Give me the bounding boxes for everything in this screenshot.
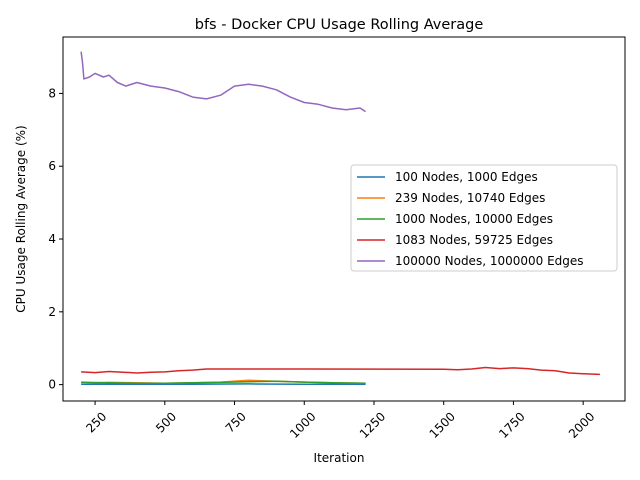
y-axis: 0 2 4 6 8 bbox=[48, 86, 63, 392]
x-tick-label: 1000 bbox=[287, 409, 318, 440]
x-tick-label: 2000 bbox=[566, 409, 597, 440]
x-tick-label: 250 bbox=[83, 409, 109, 435]
series-line-100000-nodes-1000000-edges bbox=[80, 51, 367, 113]
x-axis: 250 500 750 1000 1250 1500 1750 2000 bbox=[83, 401, 598, 441]
plot-frame bbox=[62, 36, 626, 402]
y-tick-label: 4 bbox=[48, 232, 56, 246]
x-tick-label: 750 bbox=[223, 409, 249, 435]
legend-label-1083-nodes-59725-edges: 1083 Nodes, 59725 Edges bbox=[395, 233, 553, 247]
legend-label-239-nodes-10740-edges: 239 Nodes, 10740 Edges bbox=[395, 191, 545, 205]
x-tick-label: 1500 bbox=[427, 409, 458, 440]
legend-box bbox=[350, 164, 618, 272]
legend-label-1000-nodes-10000-edges: 1000 Nodes, 10000 Edges bbox=[395, 212, 553, 226]
series-line-1000-nodes-10000-edges bbox=[81, 380, 366, 384]
x-tick-label: 1250 bbox=[357, 409, 388, 440]
y-tick-label: 8 bbox=[48, 86, 56, 100]
series-line-1083-nodes-59725-edges bbox=[81, 366, 600, 376]
y-tick-label: 2 bbox=[48, 305, 56, 319]
chart-title: bfs - Docker CPU Usage Rolling Average bbox=[195, 17, 484, 33]
legend-label-100-nodes-1000-edges: 100 Nodes, 1000 Edges bbox=[395, 170, 538, 184]
plot-lines bbox=[80, 51, 600, 386]
y-tick-label: 0 bbox=[48, 378, 56, 392]
y-tick-label: 6 bbox=[48, 159, 56, 173]
x-tick-label: 500 bbox=[153, 409, 179, 435]
legend: 100 Nodes, 1000 Edges 239 Nodes, 10740 Ed… bbox=[350, 164, 618, 272]
x-tick-label: 1750 bbox=[496, 409, 527, 440]
legend-label-100000-nodes-1000000-edges: 100000 Nodes, 1000000 Edges bbox=[395, 254, 584, 268]
x-axis-label: Iteration bbox=[314, 451, 365, 465]
y-axis-label: CPU Usage Rolling Average (%) bbox=[14, 125, 28, 312]
